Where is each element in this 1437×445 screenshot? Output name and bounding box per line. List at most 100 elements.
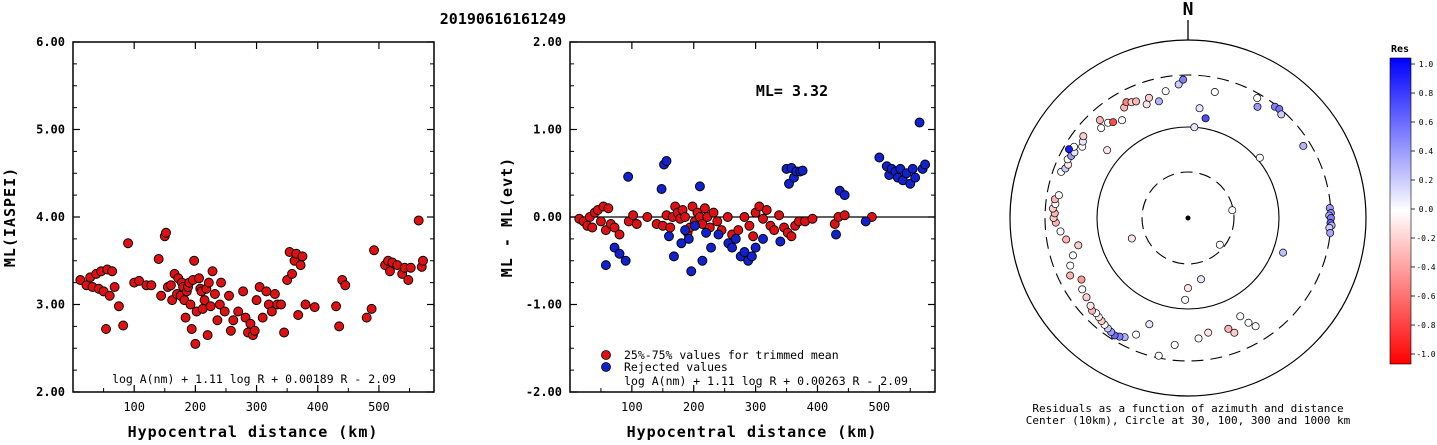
station-marker (1236, 312, 1245, 321)
legend-marker-rejected (601, 362, 611, 372)
station-marker (1244, 318, 1253, 327)
station-marker (1127, 234, 1136, 243)
y-tick-label: -2.00 (526, 385, 562, 399)
data-point (369, 245, 379, 256)
data-point-rejected (614, 248, 625, 259)
station-marker (1054, 191, 1063, 200)
colorbar-title: Res (1391, 44, 1409, 55)
data-point (205, 301, 216, 312)
data-point (185, 299, 196, 310)
scatter-points-1 (75, 215, 428, 349)
colorbar-tick-label: 1.0 (1419, 60, 1434, 69)
data-point (744, 220, 755, 231)
station-marker (1064, 145, 1073, 154)
data-point (199, 295, 210, 306)
data-point (266, 306, 277, 317)
station-marker (1103, 146, 1112, 155)
station-marker (1161, 87, 1170, 96)
data-point-rejected (860, 216, 871, 227)
station-marker (1145, 93, 1153, 102)
station-marker (1201, 114, 1210, 123)
data-point-rejected (680, 225, 691, 236)
data-point (300, 299, 311, 310)
data-point (334, 321, 345, 332)
data-point (251, 295, 262, 306)
station-marker (1074, 241, 1083, 250)
x-tick-label: 300 (745, 400, 767, 414)
y-tick-label: 3.00 (36, 298, 65, 312)
data-point (769, 225, 780, 236)
y-tick-label: 4.00 (36, 210, 65, 224)
data-point (309, 302, 320, 313)
data-point (207, 266, 218, 277)
data-point (109, 282, 120, 292)
data-point (279, 327, 290, 338)
data-point (104, 290, 115, 301)
station-marker (1109, 118, 1118, 127)
data-point (807, 213, 818, 224)
data-point-rejected (727, 242, 738, 253)
y-ticks-1: 2.00 3.00 4.00 5.00 6.00 (36, 35, 434, 399)
colorbar-tick-label: -0.4 (1416, 263, 1435, 272)
data-point-rejected (600, 260, 611, 271)
station-marker (1132, 97, 1141, 106)
x-tick-label: 500 (368, 400, 390, 414)
data-point (609, 222, 620, 233)
station-marker (1066, 261, 1075, 270)
colorbar-tick-label: 0.2 (1419, 176, 1434, 185)
legend-label-trimmed: 25%-75% values for trimmed mean (624, 348, 839, 362)
station-marker (1279, 248, 1288, 257)
colorbar-tick-label: -1.0 (1416, 350, 1435, 359)
data-point-rejected (874, 152, 885, 163)
data-point (276, 299, 286, 310)
x-tick-label: 500 (868, 400, 890, 414)
data-point (180, 312, 191, 323)
data-point (146, 280, 157, 291)
x-axis-label-2: Hypocentral distance (km) (627, 423, 878, 441)
data-point-rejected (620, 255, 631, 266)
station-marker (1181, 295, 1190, 304)
colorbar-ticks: 1.0 0.8 0.6 0.4 0.2 0.0 -0.2 -0.4 -0.6 -0.8 -1.0 (1411, 60, 1436, 359)
data-point (153, 254, 164, 264)
caption-line-1: Residuals as a function of azimuth and d… (1032, 402, 1343, 415)
station-marker (1082, 293, 1091, 302)
data-point (748, 231, 759, 242)
data-point (384, 266, 395, 277)
data-point (113, 301, 124, 312)
station-marker (1078, 285, 1087, 294)
data-point (214, 299, 225, 310)
data-point (628, 210, 639, 221)
data-point-rejected (697, 255, 708, 266)
data-point-rejected (656, 184, 667, 194)
data-point (245, 318, 256, 329)
data-point (238, 286, 249, 297)
data-point-rejected (664, 231, 674, 242)
ring-300km (1096, 126, 1280, 310)
colorbar (1389, 57, 1412, 365)
data-point-rejected (839, 190, 850, 201)
data-point (224, 290, 234, 301)
station-marker (1184, 284, 1192, 293)
colorbar-tick-label: -0.2 (1416, 234, 1435, 243)
station-marker (1062, 235, 1071, 244)
data-point (101, 324, 111, 334)
data-point (165, 280, 176, 291)
data-point (261, 286, 272, 297)
station-marker (1145, 320, 1154, 329)
data-point (595, 216, 606, 227)
data-point (233, 306, 244, 317)
data-point (712, 216, 723, 227)
station-marker (1118, 116, 1126, 125)
x-ticks-1: 100 200 300 400 500 (103, 42, 411, 414)
caption-line-2: Center (10km), Circle at 30, 100, 300 an… (1026, 414, 1351, 427)
data-point (216, 277, 227, 288)
data-point (839, 210, 850, 221)
y-tick-label: 6.00 (36, 35, 65, 49)
y-axis-label-2: ML - ML(evt) (498, 157, 516, 277)
data-point-rejected (831, 229, 841, 240)
station-marker (1086, 301, 1095, 310)
epicenter-marker (1185, 215, 1191, 221)
x-tick-label: 300 (246, 400, 268, 414)
data-point (249, 325, 260, 336)
